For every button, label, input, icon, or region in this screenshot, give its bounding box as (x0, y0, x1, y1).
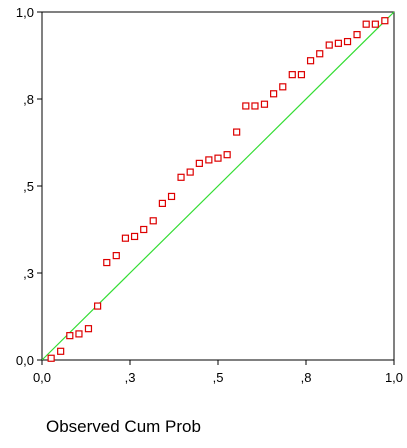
data-point (371, 20, 379, 28)
data-point (297, 71, 306, 79)
data-point (47, 354, 55, 362)
x-tick-label: 0,0 (33, 370, 51, 385)
y-tick-label: 1,0 (16, 5, 34, 20)
y-tick-label: 0,0 (16, 353, 34, 368)
y-tick-label: ,5 (23, 179, 34, 194)
data-point (66, 332, 74, 340)
x-axis: 0,0 ,3 ,5 ,8 1,0 (33, 360, 403, 385)
data-point (353, 31, 361, 39)
data-point (306, 57, 315, 65)
data-point (186, 168, 194, 176)
data-point (195, 159, 203, 167)
data-point (140, 225, 148, 234)
data-point (316, 50, 324, 58)
x-tick-label: ,8 (301, 370, 312, 385)
data-point (223, 151, 231, 159)
data-point (167, 192, 176, 201)
data-point (112, 252, 120, 260)
data-point (149, 217, 157, 225)
y-tick-label: ,3 (23, 266, 34, 281)
data-point (381, 17, 389, 25)
data-point (103, 258, 111, 267)
x-tick-label: 1,0 (385, 370, 403, 385)
data-point (343, 37, 352, 46)
data-point (214, 154, 222, 162)
data-point (334, 39, 342, 47)
y-axis: 0,0 ,3 ,5 ,8 1,0 (16, 5, 42, 368)
data-point (130, 232, 139, 241)
data-point (288, 71, 296, 79)
data-point (121, 234, 130, 242)
data-point (251, 102, 259, 110)
data-point (270, 90, 278, 98)
reference-line (41, 11, 395, 361)
data-point (205, 156, 213, 164)
data-points (47, 17, 389, 362)
data-point (279, 83, 287, 91)
data-point (325, 41, 333, 49)
x-tick-label: ,5 (213, 370, 224, 385)
data-point (260, 100, 269, 108)
data-point (84, 325, 93, 333)
data-point (242, 102, 250, 110)
data-point (57, 347, 65, 355)
data-point (158, 199, 166, 207)
data-point (362, 20, 370, 28)
x-axis-title: Observed Cum Prob (46, 417, 201, 436)
data-point (233, 128, 241, 136)
data-point (177, 173, 185, 181)
data-point (75, 330, 83, 338)
y-tick-label: ,8 (23, 92, 34, 107)
data-point (94, 302, 102, 310)
x-tick-label: ,3 (125, 370, 136, 385)
